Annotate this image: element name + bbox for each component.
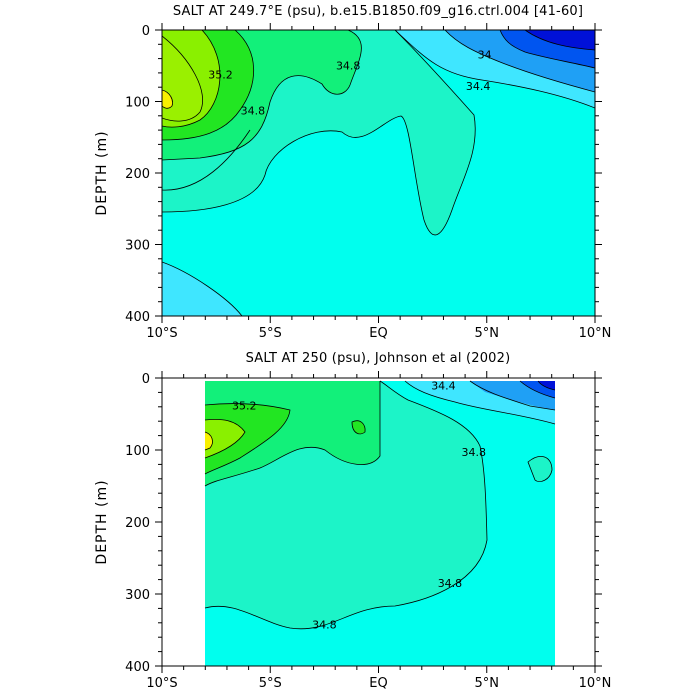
top-fill-33_8 <box>525 30 595 50</box>
bottom-contour-labels: 35.2 34.4 34.8 34.8 34.8 <box>232 380 486 632</box>
y-tick-label: 0 <box>142 372 150 387</box>
bottom-contour-line <box>537 380 556 391</box>
y-tick-label: 300 <box>125 588 150 603</box>
top-contour-line <box>162 89 173 109</box>
contour-label: 34.4 <box>431 380 456 393</box>
x-tick-label: 5°S <box>259 326 282 341</box>
bottom-contour-line <box>519 380 556 399</box>
x-tick-label: 5°N <box>475 676 500 691</box>
bottom-panel: SALT AT 250 (psu), Johnson et al (2002) <box>94 351 611 691</box>
contour-label: 34.8 <box>241 104 266 117</box>
contour-label: 34.8 <box>462 446 487 459</box>
top-contour-line <box>162 30 362 161</box>
y-tick-label: 200 <box>125 167 150 182</box>
x-tick-label: 10°S <box>146 326 177 341</box>
bottom-contour-line <box>204 418 246 459</box>
x-tick-label: 5°N <box>475 326 500 341</box>
top-contour-line <box>162 30 255 141</box>
top-contour-line <box>444 30 595 93</box>
bottom-contour-line <box>469 380 556 411</box>
bottom-fill-35_2-eddy <box>352 420 366 434</box>
x-tick-label: 10°N <box>579 326 612 341</box>
bottom-contour-line <box>351 420 366 435</box>
contour-label: 34 <box>478 49 492 62</box>
contour-label: 35.2 <box>232 400 257 413</box>
y-tick-label: 100 <box>125 96 150 111</box>
bottom-fill-35_4 <box>205 419 245 458</box>
top-contour-labels: 35.2 34.8 34.8 34 34.4 <box>208 49 491 118</box>
top-contour-line <box>162 30 476 236</box>
top-contour-line <box>162 261 243 316</box>
top-contour-field <box>162 30 595 316</box>
top-chart-title: SALT AT 249.7°E (psu), b.e15.B1850.f09_g… <box>173 4 583 19</box>
top-contour-line <box>394 30 595 109</box>
bottom-fill-33_8 <box>538 381 555 390</box>
y-tick-label: 0 <box>142 24 150 39</box>
x-tick-label: 5°S <box>259 676 282 691</box>
top-panel: SALT AT 249.7°E (psu), b.e15.B1850.f09_g… <box>94 4 611 341</box>
contour-label: 34.8 <box>312 619 337 632</box>
top-axes: 10°S 5°S EQ 5°N 10°N 0 100 200 300 400 <box>125 23 611 341</box>
y-tick-label: 200 <box>125 516 150 531</box>
bottom-contour-line <box>204 431 213 451</box>
x-tick-label: 10°S <box>146 676 177 691</box>
y-tick-label: 300 <box>125 239 150 254</box>
top-contour-line <box>162 35 203 122</box>
x-tick-label: EQ <box>369 326 387 341</box>
contour-label: 34.8 <box>336 59 361 72</box>
y-tick-label: 400 <box>125 310 150 325</box>
contour-label: 34.4 <box>466 80 491 93</box>
bottom-fill-34_8-east <box>528 456 552 482</box>
top-contour-line <box>524 30 595 51</box>
top-fill-34_4-deep <box>162 262 242 316</box>
bottom-contour-line <box>527 456 553 482</box>
top-contour-line <box>162 129 251 191</box>
contour-label: 35.2 <box>208 69 233 82</box>
top-contour-line <box>499 30 595 69</box>
bottom-contour-line <box>204 380 488 630</box>
bottom-fill-35_8 <box>205 432 213 450</box>
x-tick-label: EQ <box>369 676 387 691</box>
top-y-axis-label: DEPTH (m) <box>94 130 110 215</box>
top-contour-line <box>162 30 221 128</box>
top-fill-35_8 <box>162 90 173 109</box>
bottom-contour-line <box>404 380 556 425</box>
bottom-fill-34_6 <box>205 381 555 666</box>
bottom-contour-field <box>204 380 556 666</box>
contour-label: 34.8 <box>438 577 463 590</box>
y-tick-label: 400 <box>125 660 150 675</box>
bottom-contour-line <box>204 381 381 487</box>
bottom-contour-line <box>204 403 291 475</box>
bottom-chart-title: SALT AT 250 (psu), Johnson et al (2002) <box>246 351 511 366</box>
y-tick-label: 100 <box>125 444 150 459</box>
bottom-axes: 10°S 5°S EQ 5°N 10°N 0 100 200 300 400 <box>125 371 611 691</box>
x-tick-label: 10°N <box>579 676 612 691</box>
bottom-y-axis-label: DEPTH (m) <box>94 479 110 564</box>
